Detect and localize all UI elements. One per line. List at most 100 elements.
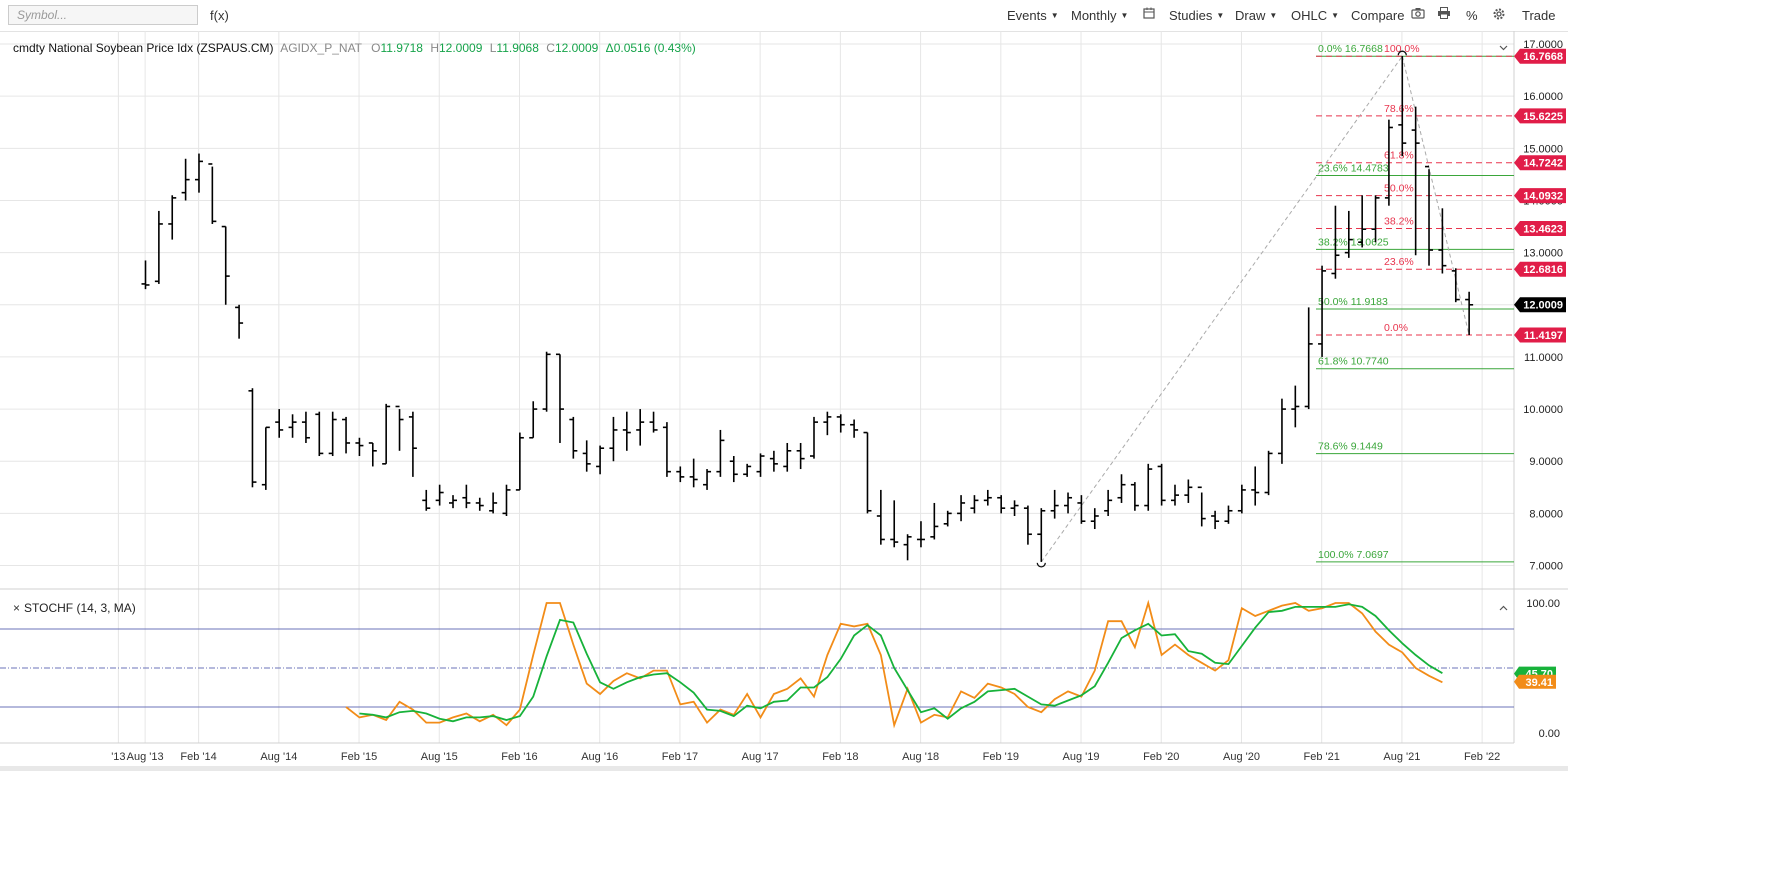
time-tick-label: Aug '14: [260, 751, 297, 763]
chart-area[interactable]: 7.00008.00009.000010.000011.000012.00001…: [0, 31, 1568, 766]
ohlc-bar: [1465, 291, 1474, 336]
time-tick-label: Aug '19: [1063, 751, 1100, 763]
ohlc-bar: [1318, 265, 1327, 357]
ohlc-bar: [1264, 450, 1273, 496]
fib-level-label: 78.6% 9.1449: [1318, 441, 1383, 453]
ohlc-bar: [1197, 486, 1206, 527]
ohlc-bar: [154, 210, 163, 284]
ohlc-bar: [141, 260, 150, 290]
close-icon[interactable]: ×: [13, 601, 20, 615]
time-axis: '13 Aug '13 Feb '14 Aug '14 Feb '15 Aug '15 Fe…: [111, 751, 1500, 763]
ohlc-bar: [542, 351, 551, 412]
fib-level-label: 23.6%: [1384, 256, 1414, 268]
ohlc-bar: [301, 411, 310, 443]
ohlc-bar: [1451, 268, 1460, 303]
chevron-down-icon[interactable]: [1499, 45, 1508, 51]
calendar-icon[interactable]: [1143, 7, 1155, 22]
ohlc-bar: [328, 411, 337, 457]
ohlc-bar: [475, 497, 484, 511]
fib-level-label: 50.0%: [1384, 183, 1414, 195]
ohlc-bar: [355, 437, 364, 457]
ohlc-bar: [1090, 508, 1099, 530]
studies-menu[interactable]: Studies ▼: [1169, 8, 1224, 23]
ohlc-bar: [943, 510, 952, 527]
ohlc-bar: [1344, 210, 1353, 258]
ohlc-bar: [983, 489, 992, 506]
draw-menu[interactable]: Draw ▼: [1235, 8, 1277, 23]
compare-button[interactable]: Compare: [1351, 8, 1405, 23]
trend-line: [1401, 56, 1470, 336]
stoch-k-box-bg: [1514, 674, 1556, 689]
fib-price-box: 13.4623: [1514, 221, 1566, 237]
draw-label: Draw: [1235, 8, 1266, 23]
percent-toggle[interactable]: %: [1466, 8, 1478, 23]
high-value: 12.0009: [439, 41, 483, 55]
time-tick-label: Aug '15: [421, 751, 458, 763]
low-label: L: [490, 41, 497, 55]
ohlc-bar: [1371, 195, 1380, 243]
time-tick-label: '13: [111, 751, 125, 763]
fib-price-box-text: 11.4197: [1524, 330, 1563, 342]
anchor-handle: [1036, 562, 1046, 568]
ohlc-bar: [1251, 466, 1260, 506]
fib-level-label: 78.6%: [1384, 103, 1414, 115]
stoch-k-box: 39.41: [1514, 674, 1556, 689]
ohlc-bar: [689, 458, 698, 488]
chevron-up-icon[interactable]: [1499, 605, 1508, 611]
indicator-label: STOCHF (14, 3, MA): [24, 601, 136, 615]
camera-icon[interactable]: [1411, 7, 1425, 22]
bottom-scrollbar[interactable]: [0, 766, 1568, 771]
ohlc-bar: [662, 422, 671, 477]
gear-icon[interactable]: [1492, 7, 1506, 24]
ohlc-bar: [288, 414, 297, 438]
ohlc-bar: [930, 502, 939, 540]
price-axis-labels: 16.7668 15.6225 14.7242 14.0932 13.4623 12.68…: [1514, 48, 1566, 343]
time-tick-label: Feb '16: [501, 751, 537, 763]
fib-price-box: 11.4197: [1514, 327, 1566, 343]
ohlc-bar: [622, 411, 631, 451]
open-value: 11.9718: [380, 41, 423, 55]
time-tick-label: Aug '13: [127, 751, 164, 763]
ohlc-bar: [997, 495, 1006, 514]
ohlc-bar: [408, 411, 417, 477]
fx-button[interactable]: f(x): [210, 8, 229, 23]
price-tick-label: 17.0000: [1523, 39, 1563, 51]
ohlc-bar: [1291, 385, 1300, 428]
ohlc-bar: [529, 401, 538, 439]
last-price-box: 12.0009: [1514, 297, 1566, 313]
fib-price-box: 12.6816: [1514, 261, 1566, 277]
price-tick-label: 7.0000: [1529, 561, 1563, 573]
caret-down-icon: ▼: [1050, 11, 1059, 20]
ohlc-bar: [582, 440, 591, 472]
ohlc-bar: [462, 484, 471, 509]
time-tick-label: Feb '17: [662, 751, 698, 763]
change-value: Δ0.0516 (0.43%): [606, 41, 696, 55]
fib-price-box-bg: [1514, 261, 1566, 277]
ohlc-bar: [796, 442, 805, 470]
ohlc-bar: [555, 353, 564, 443]
ohlc-bar: [609, 416, 618, 462]
interval-menu[interactable]: Monthly ▼: [1071, 8, 1128, 23]
time-tick-label: Aug '20: [1223, 751, 1260, 763]
time-tick-label: Aug '16: [581, 751, 618, 763]
fib-price-box-text: 15.6225: [1523, 111, 1563, 123]
symbol-search-input[interactable]: [8, 5, 198, 25]
fib-level-label: 38.2% 13.0625: [1318, 236, 1389, 248]
ohlc-bar: [502, 484, 511, 516]
ohlc-bar: [1037, 508, 1046, 562]
ohlc-bar: [235, 304, 244, 339]
print-icon[interactable]: [1437, 7, 1451, 22]
events-menu[interactable]: Events ▼: [1007, 8, 1059, 23]
ohlc-bar: [703, 469, 712, 490]
chart-type-label: OHLC: [1291, 8, 1328, 23]
ohlc-bar: [756, 453, 765, 477]
fib-level-label: 0.0% 16.7668: [1318, 43, 1383, 55]
trend-lines[interactable]: [1036, 50, 1470, 568]
ohlc-bar: [810, 416, 818, 459]
ohlc-bar: [489, 492, 498, 514]
chart-type-menu[interactable]: OHLC ▼: [1291, 8, 1339, 23]
ohlc-bar: [1184, 479, 1193, 503]
trade-button[interactable]: Trade: [1522, 8, 1556, 23]
stoch-k-line: [345, 599, 1443, 729]
price-tick-label: 9.0000: [1529, 456, 1563, 468]
